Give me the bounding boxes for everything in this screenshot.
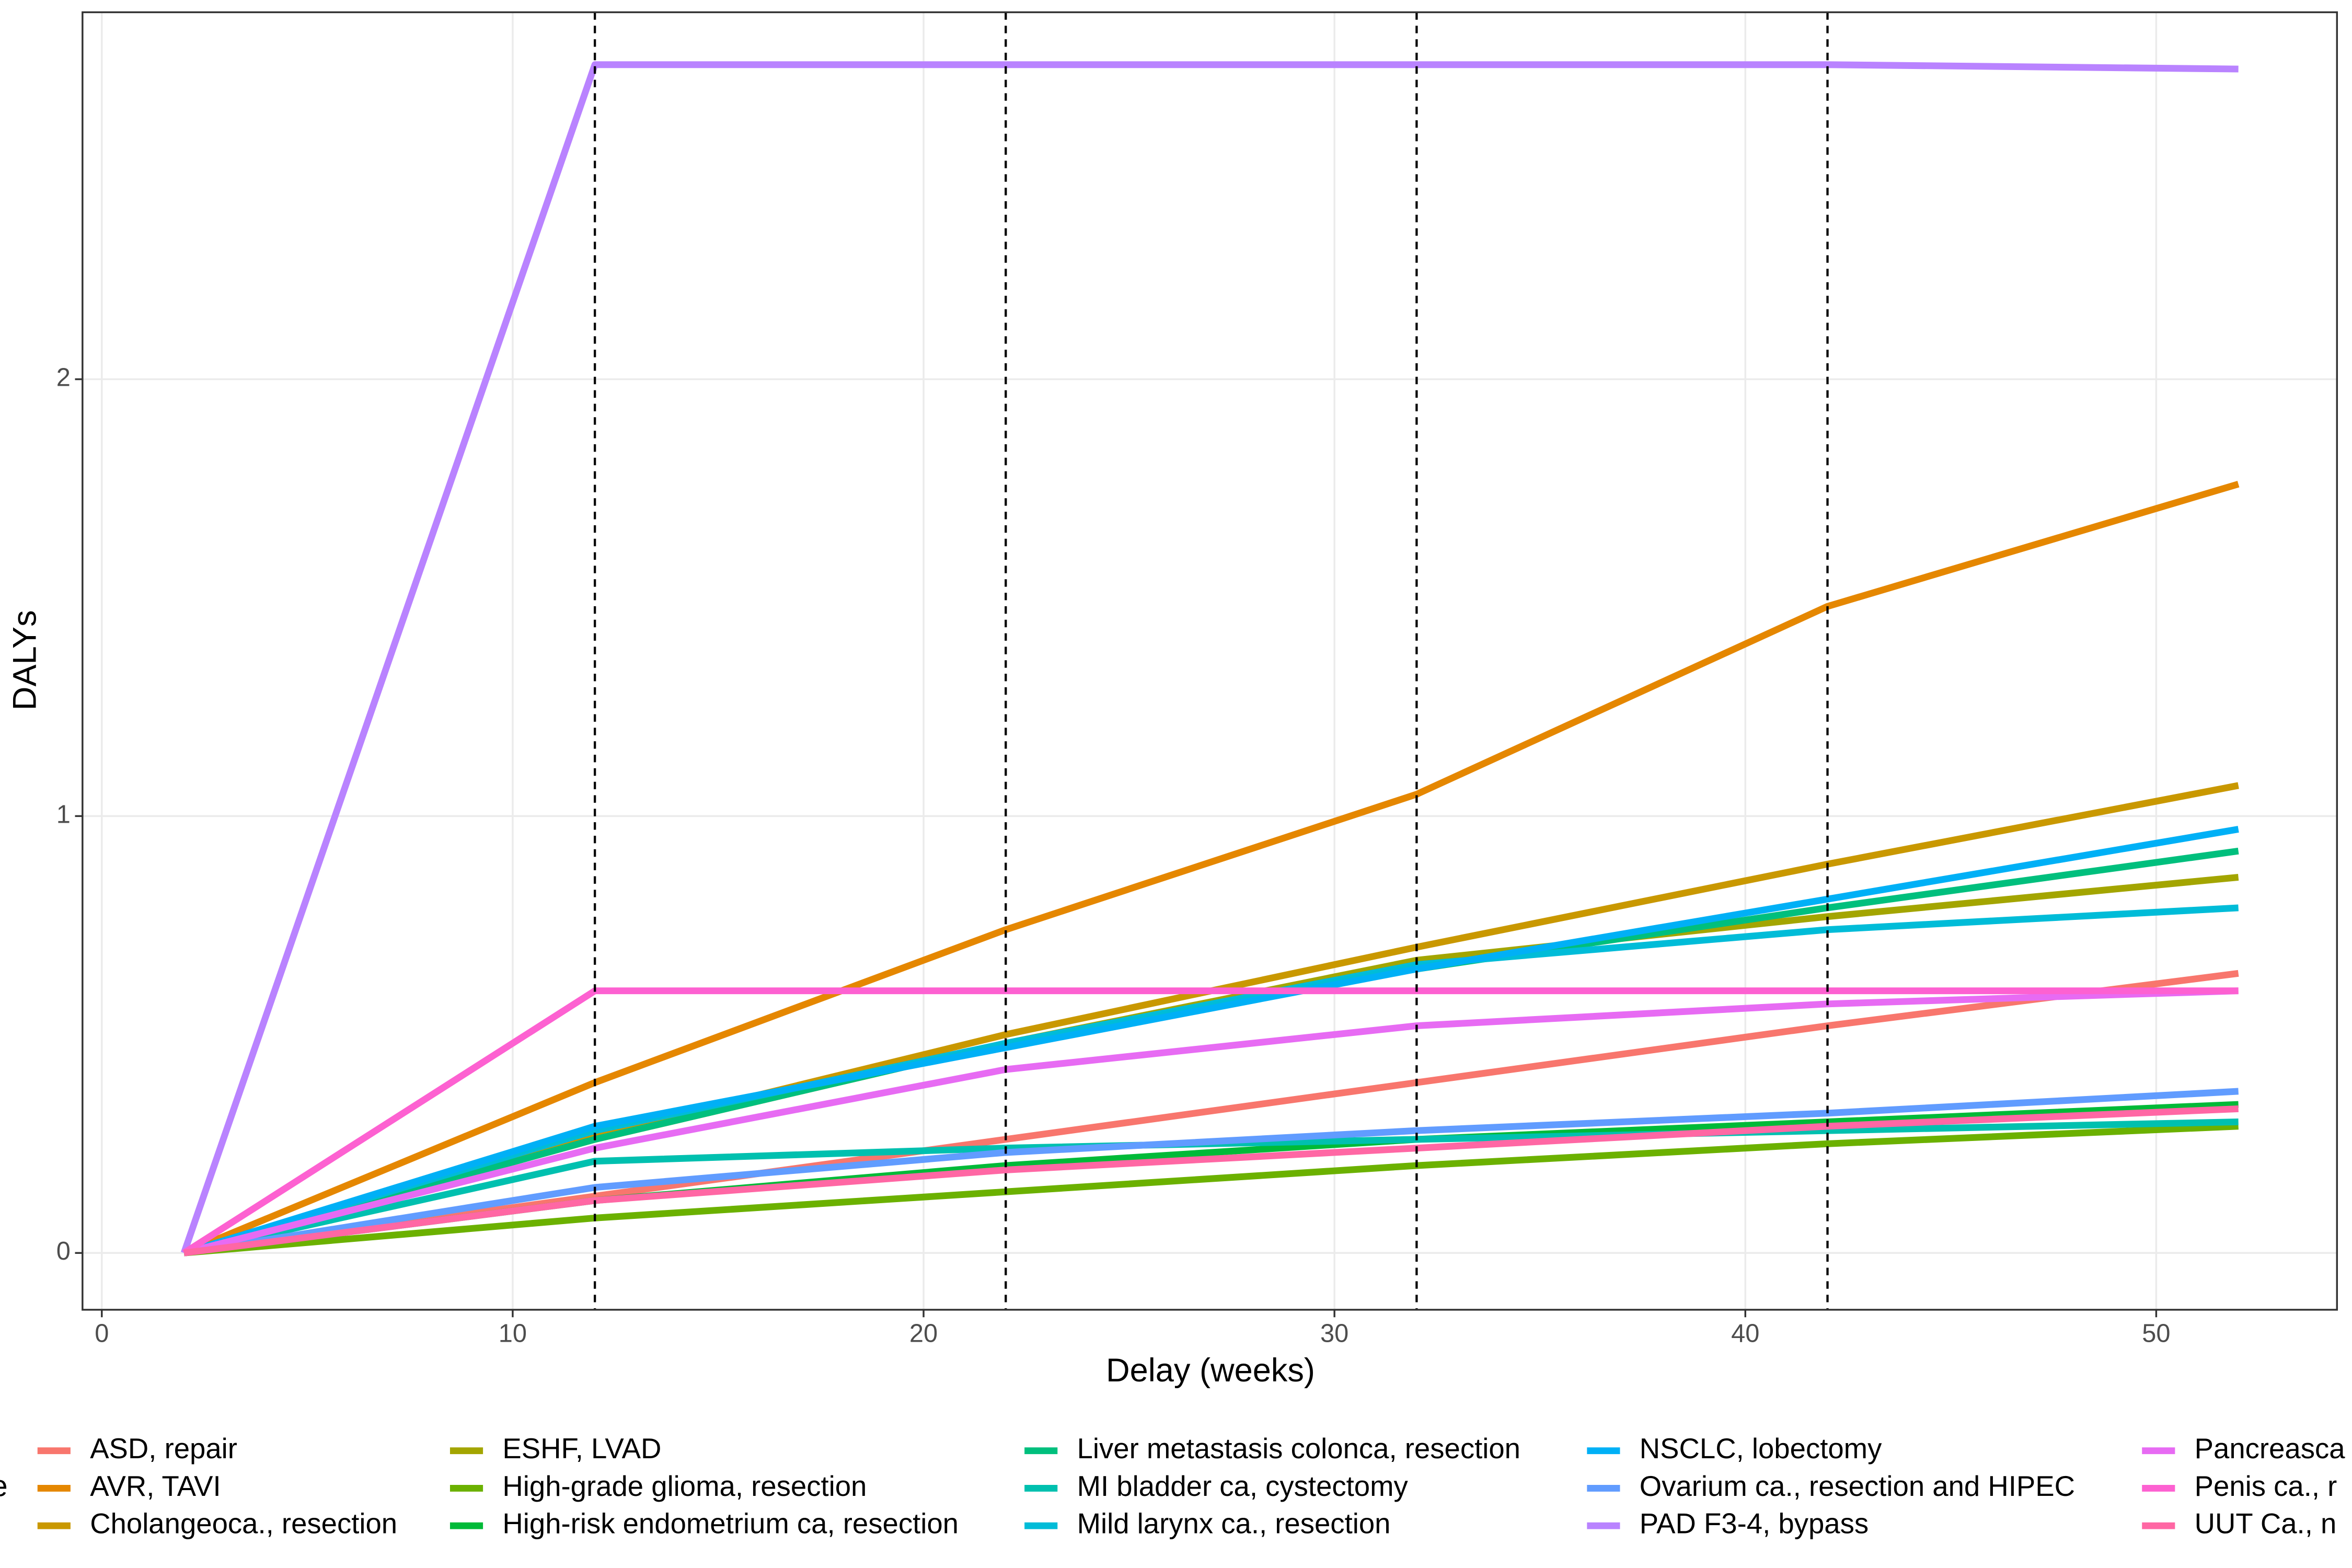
legend-label: Ovarium ca., resection and HIPEC [1640,1470,2075,1502]
series-line [183,970,2239,1256]
panel-border [82,11,2338,1311]
legend-label: Penis ca., r [2195,1470,2337,1502]
series-line [183,1088,2239,1256]
legend-label: High-risk endometrium ca, resection [502,1508,959,1540]
series-line [183,826,2239,1256]
legend-label: PAD F3-4, bypass [1640,1508,1869,1540]
legend-label: MI bladder ca, cystectomy [1077,1470,1409,1502]
legend-title: e [0,1470,8,1503]
series-line [182,987,2239,1256]
legend-label: ASD, repair [90,1433,237,1465]
x-tick-label: 20 [909,1320,938,1348]
plot-area [82,12,2337,1310]
series-line [183,904,2239,1256]
x-tick-label: 0 [95,1320,109,1348]
legend-label: High-grade glioma, resection [502,1470,867,1502]
series-line [182,480,2240,1256]
legend-label: UUT Ca., n [2195,1508,2337,1540]
series-line [183,873,2239,1256]
series-line [183,987,2239,1256]
legend-label: Mild larynx ca., resection [1077,1508,1391,1540]
legend-label: NSCLC, lobectomy [1640,1433,1882,1465]
x-axis-label: Delay (weeks) [1106,1352,1315,1389]
legend-label: Pancreasca [2195,1433,2346,1465]
x-tick-label: 30 [1320,1320,1348,1348]
y-tick-label: 1 [56,800,71,828]
x-tick-label: 40 [1731,1320,1759,1348]
series-line [183,1123,2239,1256]
series-line [183,847,2239,1256]
legend-label: Liver metastasis colonca, resection [1077,1433,1520,1465]
legend-label: ESHF, LVAD [502,1433,661,1465]
x-tick-label: 10 [499,1320,527,1348]
y-tick-label: 0 [56,1237,71,1265]
y-axis-label: DALYs [6,610,43,710]
x-tick-label: 50 [2142,1320,2170,1348]
legend-label: Cholangeoca., resection [90,1508,397,1540]
series-line [183,1105,2239,1256]
legend-label: AVR, TAVI [90,1470,221,1502]
series-line [180,61,2239,1254]
y-tick-label: 2 [56,363,71,391]
